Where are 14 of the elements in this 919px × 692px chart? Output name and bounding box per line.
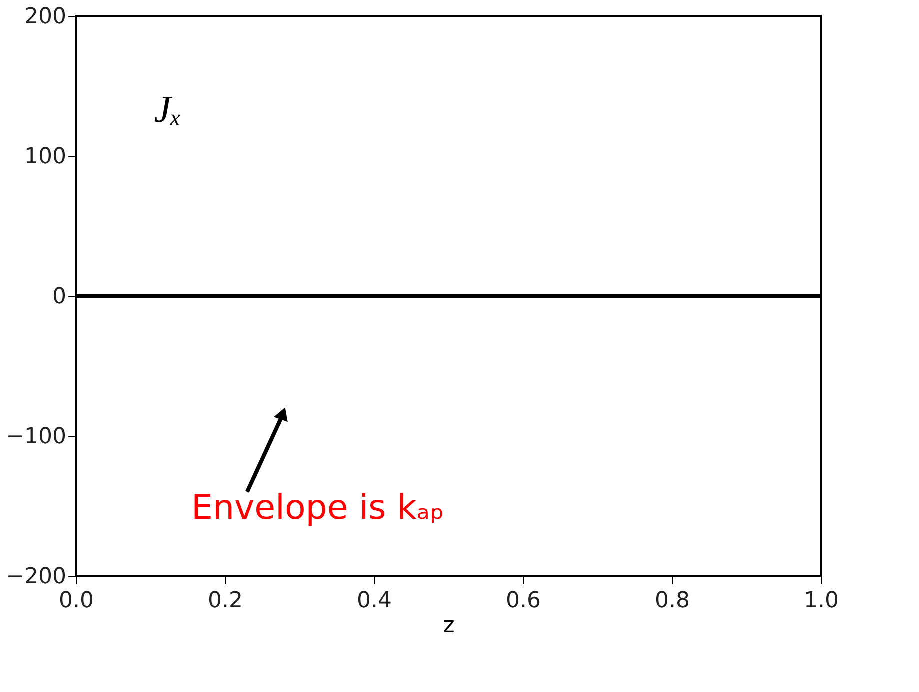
annotation: Jₓ (154, 89, 182, 132)
y-tick-label: −100 (6, 424, 66, 450)
y-tick-label: −200 (6, 564, 66, 590)
x-axis-title: z (443, 614, 455, 638)
x-tick-label: 0.2 (208, 588, 243, 614)
y-tick-label: 0 (52, 284, 66, 310)
x-tick-label: 0.8 (655, 588, 690, 614)
x-tick-label: 0.6 (506, 588, 541, 614)
y-tick-label: 100 (24, 144, 66, 170)
x-tick-label: 0.0 (59, 588, 94, 614)
x-tick-label: 1.0 (804, 588, 839, 614)
x-tick-label: 0.4 (357, 588, 392, 614)
annotation: Envelope is kₐₚ (191, 488, 445, 528)
y-tick-label: 200 (24, 4, 66, 30)
